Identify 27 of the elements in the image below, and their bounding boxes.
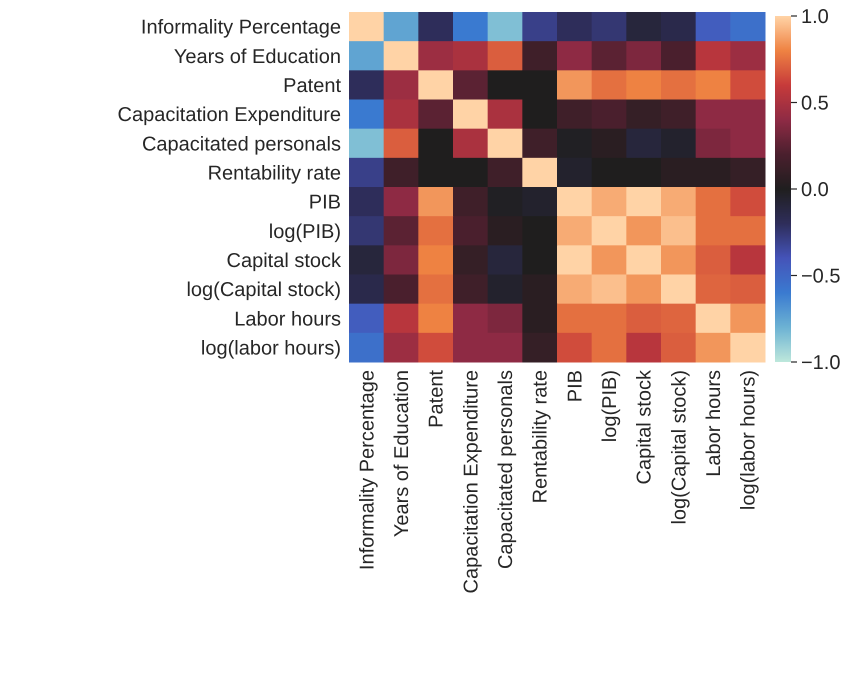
x-tick-label: Patent <box>426 370 448 428</box>
x-tick-label: log(Capital stock) <box>668 370 690 525</box>
y-tick-label: log(PIB) <box>268 220 341 243</box>
y-tick-label: Years of Education <box>174 46 341 68</box>
y-tick-label: Capacitation Expenditure <box>118 104 341 126</box>
y-tick-label: Capital stock <box>226 250 342 272</box>
y-tick-label: Capacitated personals <box>142 133 341 156</box>
color-bar-label: 0.5 <box>801 92 829 114</box>
y-tick-label: log(labor hours) <box>200 337 341 360</box>
color-bar-label: 1.0 <box>801 6 829 28</box>
y-tick-label: log(Capital stock) <box>186 279 341 302</box>
x-tick-label: Capacitation Expenditure <box>460 370 482 594</box>
color-bar-label: 0.0 <box>801 179 829 201</box>
y-tick-label: Rentability rate <box>208 162 341 184</box>
y-tick-label: Labor hours <box>234 308 341 330</box>
y-tick-label: Patent <box>283 74 342 97</box>
y-tick-label: PIB <box>308 192 341 214</box>
x-tick-label: Capital stock <box>634 369 656 484</box>
x-tick-label: PIB <box>564 370 586 402</box>
color-bar-label: −1.0 <box>801 352 840 374</box>
x-tick-label: Labor hours <box>703 370 725 477</box>
x-tick-label: log(labor hours) <box>738 370 760 510</box>
color-bar-label: −0.5 <box>801 266 840 288</box>
x-tick-label: Rentability rate <box>530 370 552 504</box>
y-tick-label: Informality Percentage <box>140 16 341 39</box>
x-tick-label: log(PIB) <box>599 370 621 442</box>
x-tick-label: Capacitated personals <box>495 370 517 570</box>
